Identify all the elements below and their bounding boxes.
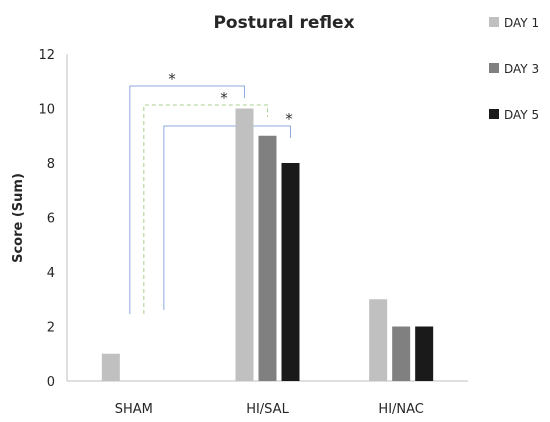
significance-bracket: [129, 85, 245, 314]
significance-bracket: [163, 125, 291, 310]
legend: DAY 1 DAY 3 DAY 5: [489, 16, 539, 122]
y-tick-label: 2: [47, 321, 55, 336]
category-labels: SHAM HI/SAL HI/NAC: [115, 402, 424, 417]
significance-bracket: [143, 104, 268, 314]
significance-star: *: [285, 110, 293, 128]
significance-star: *: [220, 89, 228, 107]
y-tick-label: 4: [47, 266, 55, 281]
category-label: HI/SAL: [246, 402, 289, 417]
chart-title: Postural reflex: [213, 13, 354, 33]
category-label: HI/NAC: [378, 402, 423, 417]
significance-star: *: [168, 70, 176, 88]
legend-label: DAY 5: [504, 108, 539, 122]
y-tick-label: 10: [38, 103, 55, 118]
bar-day-3-hi-nac: [392, 326, 411, 381]
y-tick-label: 0: [47, 375, 55, 390]
bar-day-5-hi-sal: [281, 163, 300, 381]
y-tick-label: 6: [47, 212, 55, 227]
y-axis-ticks: 0 2 4 6 8 10 12: [38, 48, 55, 390]
bar-day-1-hi-nac: [369, 299, 388, 381]
legend-swatch: [489, 63, 499, 73]
bar-day-1-hi-sal: [235, 108, 254, 381]
legend-label: DAY 3: [504, 62, 539, 76]
bar-day-5-hi-nac: [415, 326, 434, 381]
category-label: SHAM: [115, 402, 153, 417]
bar-day-1-sham: [101, 353, 120, 381]
significance-brackets: * * *: [129, 70, 293, 314]
bars: [101, 108, 434, 381]
y-tick-label: 8: [47, 157, 55, 172]
legend-swatch: [489, 17, 499, 27]
legend-swatch: [489, 109, 499, 119]
legend-label: DAY 1: [504, 16, 539, 30]
y-axis-label: Score (Sum): [11, 173, 26, 263]
y-tick-label: 12: [38, 48, 55, 63]
bar-day-3-hi-sal: [258, 135, 277, 381]
